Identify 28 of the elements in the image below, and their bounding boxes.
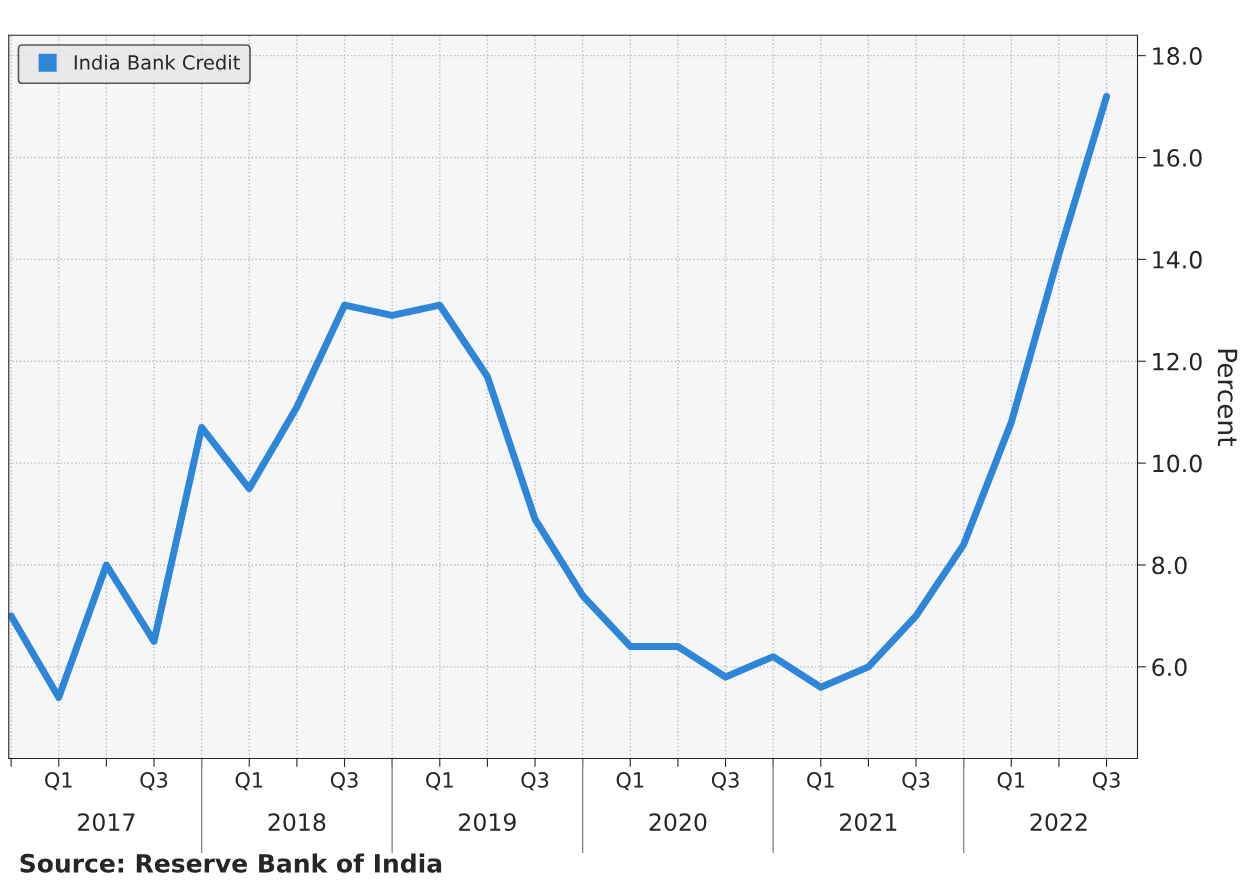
text: 2018 (268, 813, 326, 832)
text: 2021 (840, 813, 897, 832)
x-tick-label: Q3 (1092, 772, 1120, 791)
text: 2017 (78, 813, 135, 832)
y-axis-title: Percent (1217, 349, 1238, 446)
x-tick-label: Q1 (426, 772, 453, 791)
y-tick-label: 8.0 (1152, 556, 1187, 575)
source-note: Source: Reserve Bank of India (20, 853, 442, 873)
y-tick-label: 10.0 (1153, 454, 1202, 473)
y-tick-label: 18.0 (1153, 47, 1202, 65)
x-tick-label: Q3 (330, 772, 358, 791)
x-tick-label: Q1 (807, 772, 834, 791)
x-tick-label: Q3 (521, 772, 549, 791)
x-tick-label: Q3 (711, 772, 739, 791)
text: 2022 (1030, 813, 1087, 832)
text: 2020 (649, 813, 707, 832)
x-tick-label: Q1 (45, 772, 72, 791)
text: 2019 (459, 813, 516, 832)
y-tick-label: 6.0 (1152, 658, 1187, 677)
legend-label: India Bank Credit (74, 54, 240, 70)
x-tick-label: Q1 (235, 772, 263, 791)
x-tick-label: Q3 (902, 772, 930, 791)
x-tick-label: Q3 (140, 772, 168, 791)
y-tick-label: 12.0 (1153, 352, 1202, 371)
y-tick-label: 14.0 (1153, 250, 1202, 269)
x-tick-label: Q1 (997, 772, 1025, 791)
y-tick-label: 16.0 (1153, 148, 1202, 167)
x-tick-label: Q1 (616, 772, 644, 791)
